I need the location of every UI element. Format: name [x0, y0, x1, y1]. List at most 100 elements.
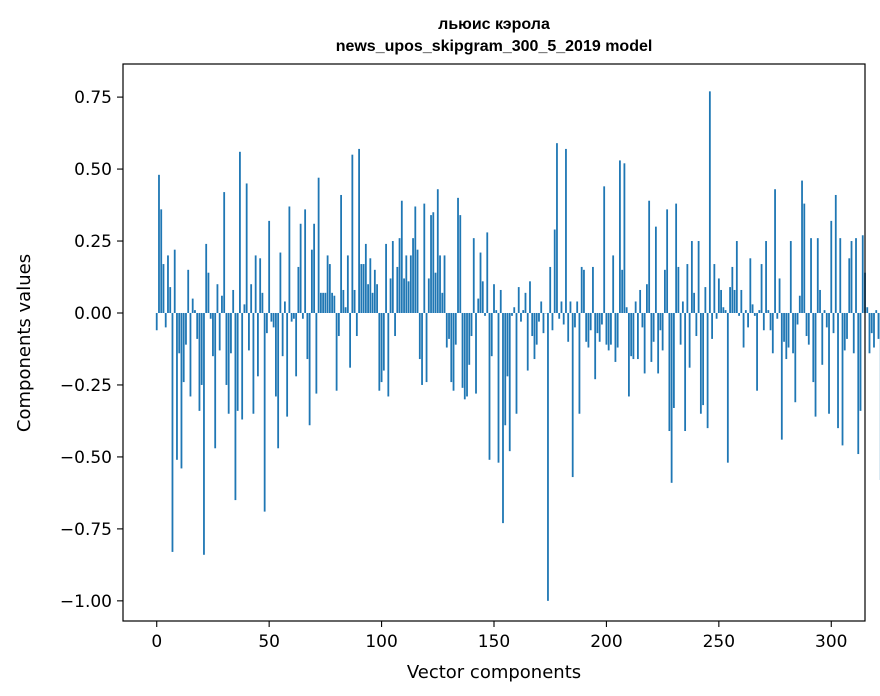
bar: [243, 304, 246, 313]
bar: [659, 312, 662, 331]
bar: [769, 312, 772, 331]
bar: [657, 312, 660, 374]
bar: [441, 292, 444, 313]
y-tick-label: −0.50: [60, 448, 112, 468]
bar: [679, 312, 682, 345]
bar: [762, 312, 765, 331]
bar: [646, 284, 648, 313]
bar: [400, 200, 403, 313]
bar: [346, 255, 349, 313]
bar: [643, 312, 646, 374]
bar: [391, 241, 394, 313]
bar: [164, 312, 167, 328]
bar: [549, 266, 552, 313]
bar: [823, 310, 826, 313]
bar: [158, 174, 160, 313]
bar: [821, 312, 824, 365]
bar: [173, 249, 176, 313]
bar: [825, 312, 828, 328]
bar: [290, 312, 293, 322]
bar: [286, 312, 289, 417]
bar: [792, 312, 794, 354]
bar: [805, 312, 808, 337]
bar: [628, 312, 630, 397]
bar: [423, 203, 426, 313]
bar: [587, 312, 590, 348]
bar: [301, 312, 304, 319]
bar: [396, 266, 399, 313]
bar: [758, 310, 761, 313]
bar: [470, 312, 473, 337]
bar: [576, 301, 579, 313]
bar: [580, 266, 583, 313]
bar: [275, 312, 277, 397]
bar: [468, 312, 471, 365]
bar: [621, 269, 624, 313]
bar: [715, 312, 718, 319]
bar: [490, 312, 493, 357]
bar: [675, 203, 678, 313]
x-tick-label: 100: [365, 632, 397, 652]
bar: [733, 289, 736, 313]
bar: [756, 312, 758, 391]
bar: [524, 292, 527, 313]
bar: [239, 151, 241, 313]
bar: [306, 312, 309, 360]
bar: [416, 249, 419, 313]
bar: [266, 312, 268, 334]
y-tick-label: −0.75: [60, 520, 112, 540]
x-axis-ticks: 0 50 100 150 200 250 300: [151, 621, 847, 652]
bar: [601, 312, 603, 325]
bar: [270, 312, 273, 322]
bar: [499, 289, 502, 313]
bar: [819, 289, 821, 313]
bar: [547, 312, 549, 601]
bar: [616, 312, 619, 348]
bar: [517, 287, 520, 313]
bar: [324, 292, 327, 313]
bar: [427, 278, 430, 313]
bar: [342, 289, 345, 313]
bar: [160, 209, 163, 313]
bar: [250, 284, 253, 313]
bar: [297, 266, 300, 313]
bar: [236, 312, 239, 411]
bar: [409, 255, 412, 313]
bar: [295, 312, 298, 377]
bar: [227, 312, 230, 414]
bar: [677, 266, 680, 313]
y-tick-label: 0.25: [74, 232, 112, 252]
bar: [225, 312, 228, 385]
bar: [859, 312, 862, 411]
bar: [535, 312, 538, 345]
bar: [857, 312, 860, 455]
bar: [466, 312, 468, 397]
bar: [814, 312, 817, 417]
bar: [261, 292, 264, 313]
bar: [807, 312, 810, 345]
bar: [630, 312, 633, 357]
bar: [241, 312, 244, 420]
bar: [868, 312, 871, 354]
bar: [214, 312, 217, 449]
bar: [711, 312, 713, 339]
bar: [619, 160, 621, 313]
bar: [430, 215, 432, 313]
bar: [726, 312, 729, 463]
bar: [747, 312, 749, 328]
bar: [846, 312, 848, 339]
bar: [729, 287, 731, 313]
bar: [180, 312, 183, 469]
bar: [198, 312, 201, 411]
bar: [810, 238, 812, 313]
bar: [760, 264, 763, 313]
bar: [767, 310, 770, 313]
bar: [639, 289, 642, 313]
bar: [452, 312, 455, 391]
bar: [362, 264, 365, 313]
bar: [504, 312, 507, 426]
bar: [834, 194, 837, 313]
bar: [632, 312, 635, 360]
bar: [376, 284, 378, 313]
